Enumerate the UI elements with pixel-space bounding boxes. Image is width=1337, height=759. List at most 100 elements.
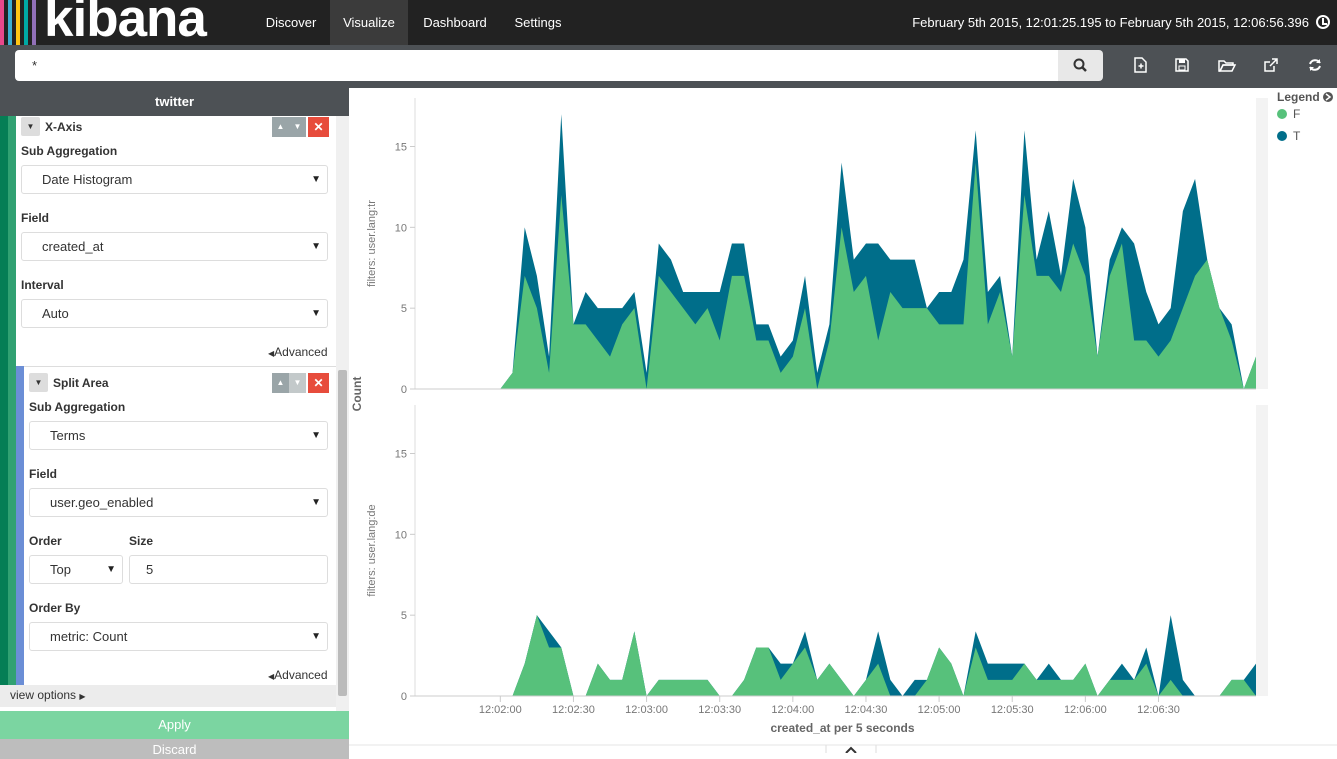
x-tick-label: 12:02:00 [479, 704, 522, 716]
bucket-stripe [8, 116, 16, 685]
visualization-area: Count 0 5 10 15 filters: user.lang:tr 0 5 10 15 fi… [349, 88, 1337, 754]
panel-label: filters: user.lang:tr [366, 200, 378, 287]
sub-aggregation-value: Terms [50, 428, 86, 443]
x-axis-collapse-toggle[interactable]: ▼ [21, 117, 40, 136]
split-area-title: Split Area [53, 376, 109, 390]
field-value: created_at [42, 239, 104, 254]
split-area-stripe [16, 366, 24, 685]
chevron-down-icon: ▼ [311, 497, 321, 508]
x-tick-label: 12:03:00 [625, 704, 668, 716]
plot-scroll-gutter [1256, 405, 1268, 696]
nav-settings[interactable]: Settings [514, 15, 562, 30]
order-by-label: Order By [29, 601, 81, 615]
search-icon [1073, 58, 1087, 72]
y-tick-label: 0 [401, 384, 407, 396]
editor-sidebar: twitter ▼ X-Axis ▲ ▼ ✕ Sub Aggregation D… [0, 88, 349, 759]
order-value: Top [50, 562, 71, 577]
chevron-up-icon [845, 746, 857, 754]
logo-text: kibana [44, 0, 207, 45]
new-visualization-icon[interactable] [1129, 54, 1151, 76]
sub-aggregation-select[interactable]: Terms ▼ [29, 421, 328, 450]
size-label: Size [129, 534, 154, 548]
move-down-button[interactable]: ▼ [289, 373, 306, 393]
order-by-value: metric: Count [50, 629, 128, 644]
nav-discover[interactable]: Discover [265, 15, 317, 30]
y-tick-label: 5 [401, 610, 407, 622]
open-folder-icon[interactable] [1215, 54, 1237, 76]
split-area-collapse-toggle[interactable]: ▼ [29, 373, 48, 392]
time-range-picker[interactable]: February 5th 2015, 12:01:25.195 to Febru… [912, 15, 1309, 30]
advanced-label: Advanced [274, 668, 328, 682]
legend-title: Legend [1277, 90, 1320, 104]
y-tick-label: 15 [395, 142, 407, 154]
legend-item-T: T [1293, 129, 1301, 143]
legend-swatch-T [1277, 131, 1287, 141]
series-area-F [415, 615, 1256, 696]
x-tick-label: 12:02:30 [552, 704, 595, 716]
clock-icon[interactable] [1316, 15, 1330, 29]
order-select[interactable]: Top ▼ [29, 555, 123, 584]
interval-label: Interval [21, 278, 64, 292]
sub-aggregation-label: Sub Aggregation [21, 144, 118, 158]
interval-value: Auto [42, 306, 69, 321]
field-select[interactable]: created_at ▼ [21, 232, 328, 261]
metric-bucket-stripe [0, 116, 8, 685]
nav-dashboard[interactable]: Dashboard [423, 15, 487, 30]
split-area-advanced-link[interactable]: ◀Advanced [268, 668, 328, 682]
x-tick-label: 12:06:30 [1137, 704, 1180, 716]
legend-swatch-F [1277, 109, 1287, 119]
chevron-down-icon: ▼ [311, 430, 321, 441]
field-select[interactable]: user.geo_enabled ▼ [29, 488, 328, 517]
view-options-toggle[interactable]: view options ▶ [0, 685, 336, 707]
interval-select[interactable]: Auto ▼ [21, 299, 328, 328]
size-input[interactable]: 5 [129, 555, 328, 584]
area-chart: Count 0 5 10 15 filters: user.lang:tr 0 5 10 15 fi… [349, 90, 1337, 754]
move-down-button[interactable]: ▼ [289, 117, 306, 137]
x-tick-label: 12:04:30 [845, 704, 888, 716]
remove-split-area-button[interactable]: ✕ [308, 373, 329, 393]
refresh-icon[interactable] [1304, 54, 1326, 76]
remove-x-axis-button[interactable]: ✕ [308, 117, 329, 137]
chevron-down-icon: ▼ [106, 564, 116, 575]
panel-label: filters: user.lang:de [366, 504, 378, 596]
y-tick-label: 15 [395, 449, 407, 461]
view-options-label: view options [10, 688, 77, 702]
chevron-down-icon: ▼ [311, 174, 321, 185]
search-input[interactable]: * [15, 50, 1058, 81]
divider [24, 366, 336, 367]
x-tick-label: 12:06:00 [1064, 704, 1107, 716]
sub-aggregation-select[interactable]: Date Histogram ▼ [21, 165, 328, 194]
kibana-logo[interactable]: kibana [0, 0, 252, 45]
field-label: Field [29, 467, 58, 481]
apply-button[interactable]: Apply [0, 711, 349, 739]
save-icon[interactable] [1171, 54, 1193, 76]
y-tick-label: 0 [401, 691, 407, 703]
plot-scroll-gutter [1256, 98, 1268, 389]
x-tick-label: 12:04:00 [771, 704, 814, 716]
order-label: Order [29, 534, 62, 548]
index-pattern-title: twitter [0, 88, 349, 116]
nav-visualize[interactable]: Visualize [330, 0, 408, 45]
share-icon[interactable] [1260, 54, 1282, 76]
chevron-down-icon: ▼ [311, 631, 321, 642]
move-up-button[interactable]: ▲ [272, 373, 289, 393]
sub-aggregation-value: Date Histogram [42, 172, 133, 187]
x-axis-title: created_at per 5 seconds [770, 721, 914, 735]
caret-left-icon: ◀ [268, 672, 275, 681]
top-navbar: kibana Discover Visualize Dashboard Sett… [0, 0, 1337, 45]
x-axis-advanced-link[interactable]: ◀Advanced [268, 345, 328, 359]
y-tick-label: 10 [395, 222, 407, 234]
search-button[interactable] [1058, 50, 1103, 81]
caret-right-icon: ▶ [79, 692, 86, 701]
discard-button[interactable]: Discard [0, 739, 349, 759]
sub-aggregation-label: Sub Aggregation [29, 400, 126, 414]
move-up-button[interactable]: ▲ [272, 117, 289, 137]
order-by-select[interactable]: metric: Count ▼ [29, 622, 328, 651]
sidebar-scrollbar-thumb[interactable] [338, 370, 347, 696]
caret-left-icon: ◀ [268, 349, 275, 358]
series-area-F [415, 162, 1256, 389]
x-axis-title: X-Axis [45, 120, 83, 134]
chevron-down-icon: ▼ [311, 308, 321, 319]
field-value: user.geo_enabled [50, 495, 154, 510]
field-label: Field [21, 211, 50, 225]
